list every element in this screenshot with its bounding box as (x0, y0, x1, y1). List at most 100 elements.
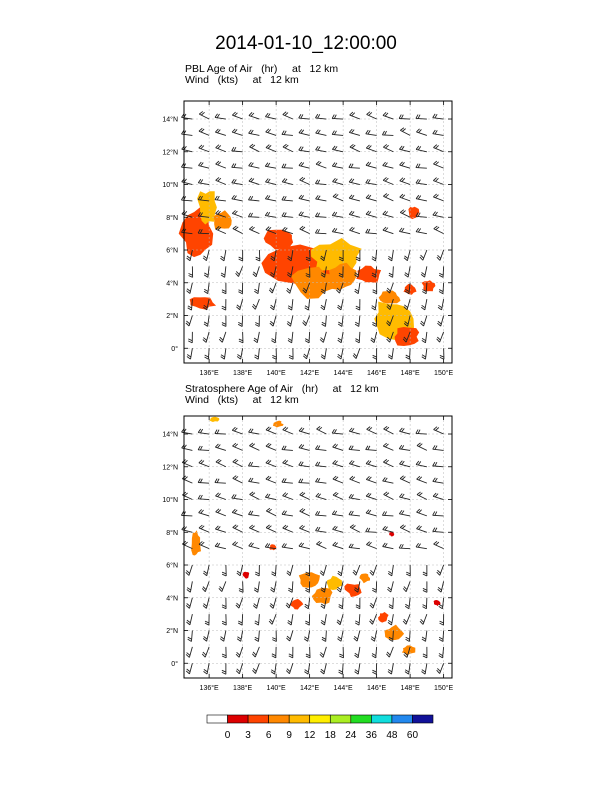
panel-2-wind-barb (252, 663, 260, 674)
panel-2-y-tick-label: 2°N (166, 627, 178, 635)
panel-2-wind-barb (215, 443, 227, 451)
panel-1-wind-barb (232, 111, 243, 120)
panel-2-wind-barb (298, 461, 310, 468)
panel-2-wind-barb (269, 597, 277, 609)
panel-2-wind-barb (221, 614, 227, 626)
panel-1-wind-barb (331, 227, 344, 235)
panel-2-wind-barb (365, 492, 377, 500)
panel-2-wind-barb (298, 427, 310, 435)
panel-2-wind-barb (252, 597, 260, 609)
panel-2-wind-barb (319, 564, 327, 576)
panel-1-wind-barb (281, 212, 293, 218)
panel-2-wind-barb (316, 426, 327, 435)
panel-2-wind-barb (202, 597, 210, 609)
panel-2-wind-barb (421, 663, 428, 675)
panel-1-wind-barb (386, 315, 394, 327)
panel-2-wind-barb (203, 663, 210, 675)
panel-1-wind-barb (197, 212, 210, 218)
panel-2-wind-barb (315, 477, 327, 484)
panel-1-plot-frame (183, 100, 453, 364)
panel-1-wind-barb (255, 249, 261, 262)
panel-2-wind-barb (215, 525, 227, 533)
panel-1-wind-barb (338, 250, 344, 262)
panel-2-wind-barb (248, 428, 260, 435)
panel-1-wind-barb (372, 282, 378, 295)
panel-1-wind-barb (337, 331, 344, 344)
panel-1-wind-barb (220, 249, 227, 262)
panel-1-wind-barb (304, 331, 311, 344)
panel-2-x-tick-label: 136°E (200, 684, 219, 692)
panel-1-wind-barb (286, 315, 294, 327)
panel-2-wind-barb (366, 541, 377, 550)
panel-2-wind-barb (365, 445, 377, 451)
panel-2-wind-barb (214, 478, 226, 484)
panel-2-wind-barb (432, 477, 444, 484)
panel-2-wind-barb (387, 614, 394, 626)
panel-1-wind-barb (436, 331, 445, 343)
panel-1-wind-barb (282, 111, 294, 120)
panel-1-wind-barb (186, 282, 193, 294)
panel-1-x-tick-label: 144°E (334, 369, 353, 377)
panel-2-wind-barb (286, 630, 294, 642)
panel-2-wind-barb (348, 543, 360, 550)
panel-2-wind-barb (349, 524, 361, 533)
panel-1-wind-barb (421, 299, 428, 311)
panel-2-wind-barb (285, 597, 294, 609)
panel-2-wind-barb (299, 508, 310, 517)
panel-1-wind-barb (399, 177, 411, 185)
panel-2-wind-barb (416, 508, 428, 517)
panel-1-wind-barb (332, 193, 344, 202)
panel-1-wind-barb (421, 348, 428, 360)
panel-2-wind-barb (398, 444, 411, 451)
panel-2-wind-barb (221, 597, 227, 610)
panel-1-wind-barb (331, 162, 344, 169)
panel-2-wind-barb (285, 663, 294, 675)
panel-2-wind-barb (387, 564, 394, 577)
panel-1-wind-barb (235, 266, 244, 277)
panel-1-y-tick-label: 0° (171, 345, 178, 353)
colorbar-label: 12 (304, 730, 316, 741)
panel-2-wind-barb (354, 646, 361, 659)
panel-2-wind-barb (320, 663, 327, 675)
panel-2-wind-barb (432, 445, 444, 451)
panel-1-wind-barb (420, 315, 428, 327)
panel-2-wind-barb (185, 597, 193, 609)
panel-1-wind-barb (383, 193, 394, 202)
panel-1-wind-barb (265, 128, 277, 136)
panel-2-wind-barb (354, 614, 361, 626)
panel-2-wind-barb (354, 663, 361, 675)
panel-2-wind-barb (405, 630, 411, 642)
panel-1-wind-barb (315, 195, 327, 202)
colorbar: 0 3 6 9 12 18 24 36 48 60 (206, 714, 434, 741)
panel-1-wind-barb (204, 348, 210, 360)
panel-2-y-tick-label: 8°N (166, 529, 178, 537)
panel-2-wind-barb (339, 646, 344, 659)
panel-1-wind-barb (215, 177, 227, 185)
panel-2-plot-frame (183, 415, 453, 679)
panel-2-wind-barb (319, 646, 327, 658)
panel-2-wind-barb (422, 646, 428, 659)
panel-1-wind-barb (320, 299, 327, 311)
panel-1-wind-barb (287, 299, 294, 311)
panel-1-wind-barb (203, 299, 210, 311)
panel-2-wind-barb (202, 564, 210, 577)
panel-1-wind-barb (332, 178, 344, 185)
panel-1-wind-barb (270, 249, 277, 262)
panel-1-wind-barb (181, 113, 193, 120)
panel-2-wind-barb (248, 461, 260, 468)
panel-2-wind-barb (198, 524, 210, 533)
panel-1-wind-barb (315, 179, 327, 185)
colorbar-swatch (288, 714, 311, 724)
panel-2-wind-barb (386, 646, 394, 658)
panel-1-wind-barb (203, 266, 210, 278)
panel-1-wind-barb (415, 179, 427, 185)
panel-1-wind-barb (238, 282, 244, 295)
panel-1-age-region (356, 265, 382, 283)
panel-2-wind-barb (370, 630, 378, 642)
panel-1-wind-barb (337, 348, 344, 360)
panel-1-wind-barb (231, 146, 243, 153)
panel-1-wind-barb (332, 145, 344, 153)
panel-1-age-region (213, 210, 232, 230)
panel-2-wind-barb (315, 510, 327, 517)
panel-2-age-region (433, 600, 441, 607)
